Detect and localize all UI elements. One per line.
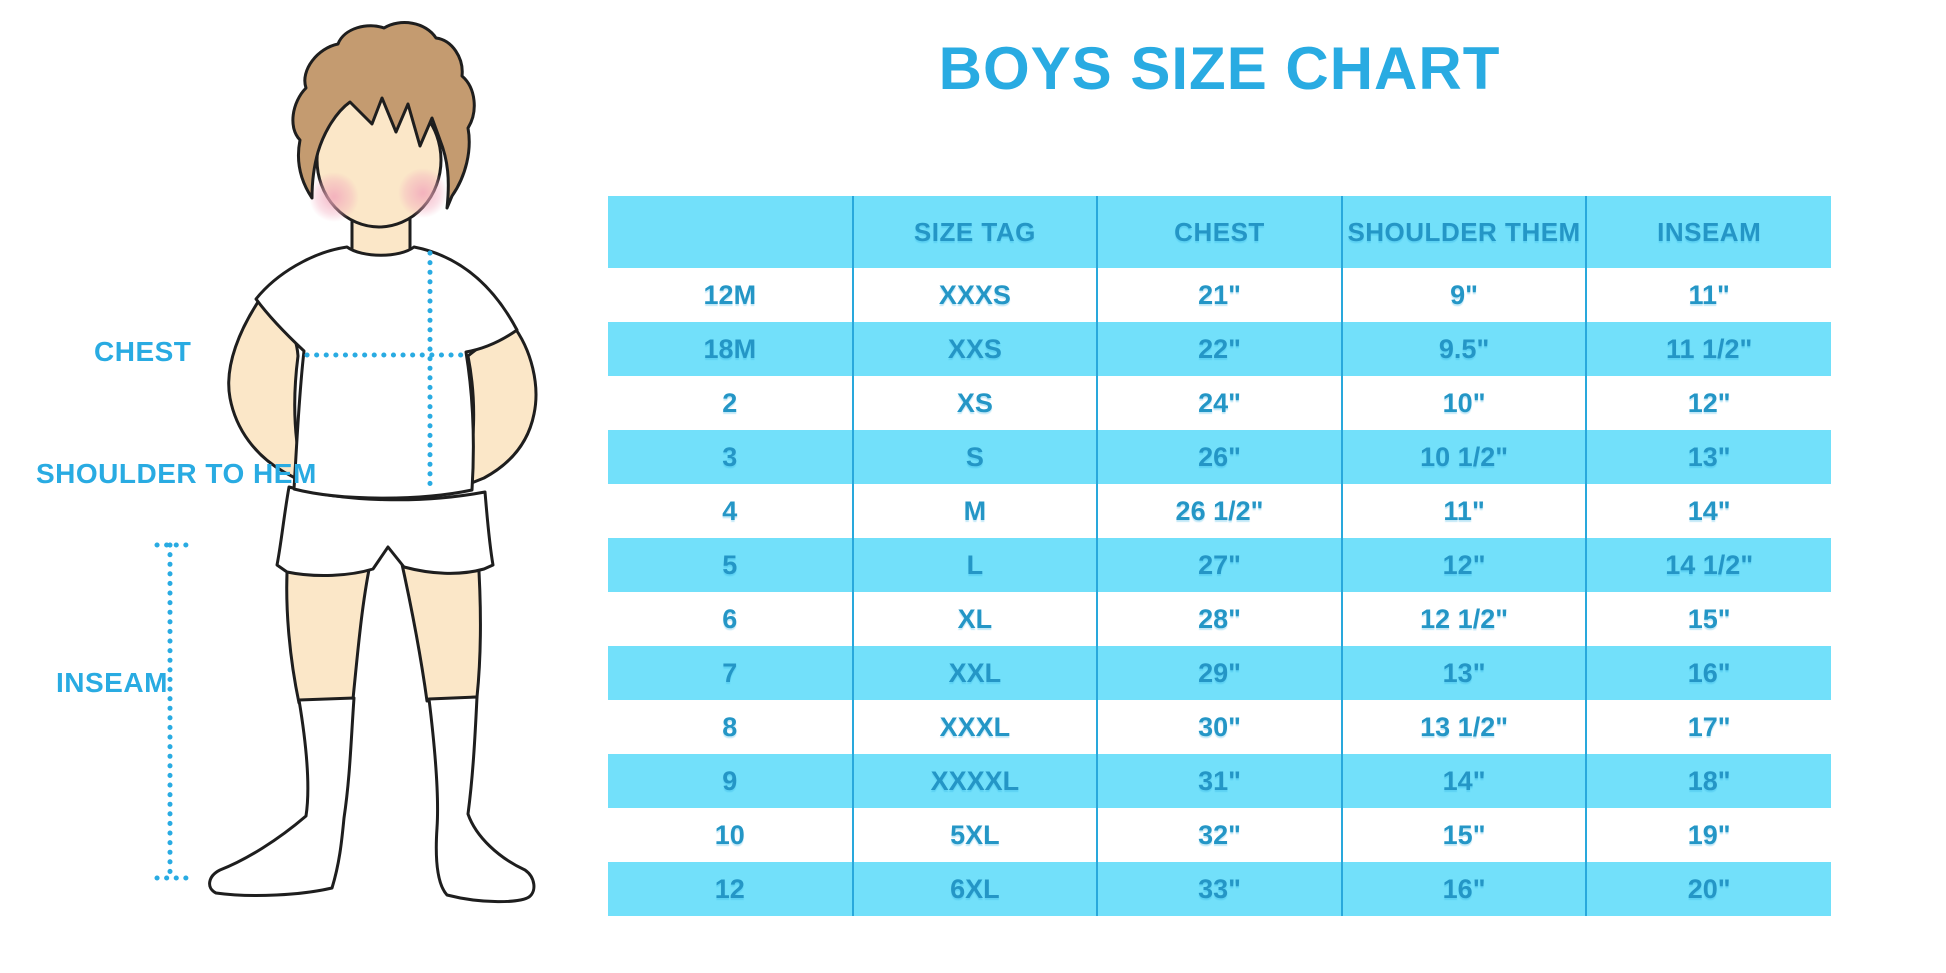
table-cell: 33" bbox=[1097, 862, 1343, 916]
table-row: 2 XS 24" 10" 12" bbox=[608, 376, 1831, 430]
table-cell: 14" bbox=[1687, 495, 1731, 526]
table-cell: XL bbox=[852, 592, 1099, 646]
table-header-cell: SHOULDER THEM bbox=[1341, 196, 1588, 268]
size-table-body: 12M XXXS 21" 9" 11" 18M XXS 22" 9.5" 11 1/2" 2 XS 24… bbox=[608, 268, 1831, 916]
boy-sock-right bbox=[427, 695, 536, 904]
table-cell: XXL bbox=[852, 646, 1099, 700]
inseam-label: INSEAM bbox=[56, 667, 168, 698]
table-row: 12M XXXS 21" 9" 11" bbox=[608, 268, 1831, 322]
table-cell: 18M bbox=[608, 322, 854, 376]
table-cell: 27" bbox=[1097, 538, 1343, 592]
table-cell: 18" bbox=[1687, 765, 1731, 796]
table-row: 10 5XL 32" 15" 19" bbox=[608, 808, 1831, 862]
table-cell: 15" bbox=[1341, 808, 1588, 862]
table-cell: 14" bbox=[1341, 754, 1588, 808]
shoulder-to-hem-label: SHOULDER TO HEM bbox=[36, 458, 317, 489]
table-cell: 9.5" bbox=[1341, 322, 1588, 376]
size-table: SIZE TAG CHEST SHOULDER THEM INSEAM 12M XXXS… bbox=[608, 196, 1831, 916]
table-cell: 17" bbox=[1687, 711, 1731, 742]
table-cell: 6XL bbox=[852, 862, 1099, 916]
table-cell: 11 1/2" bbox=[1665, 333, 1753, 364]
table-cell: 12M bbox=[608, 268, 854, 322]
boy-illustration bbox=[154, 21, 538, 904]
table-cell: 10" bbox=[1341, 376, 1588, 430]
table-cell: 2 bbox=[608, 376, 854, 430]
boy-cheek-right bbox=[398, 168, 448, 218]
table-cell: XS bbox=[852, 376, 1099, 430]
table-header-cell bbox=[608, 196, 854, 268]
boy-shirt bbox=[254, 245, 519, 500]
table-cell: XXXS bbox=[852, 268, 1099, 322]
table-cell: 21" bbox=[1097, 268, 1343, 322]
table-cell: 19" bbox=[1687, 819, 1731, 850]
table-cell: 13" bbox=[1687, 441, 1731, 472]
table-cell: 26 1/2" bbox=[1097, 484, 1343, 538]
table-cell: S bbox=[852, 430, 1099, 484]
table-cell: 31" bbox=[1097, 754, 1343, 808]
table-cell: 30" bbox=[1097, 700, 1343, 754]
boy-leg-right bbox=[398, 553, 482, 703]
chest-label: CHEST bbox=[94, 336, 192, 367]
table-cell: 4 bbox=[608, 484, 854, 538]
table-cell: 10 bbox=[608, 808, 854, 862]
table-header-row: SIZE TAG CHEST SHOULDER THEM INSEAM bbox=[608, 196, 1831, 268]
table-header-cell: INSEAM bbox=[1586, 196, 1831, 268]
table-cell: 11" bbox=[1688, 279, 1730, 310]
table-row: 5 L 27" 12" 14 1/2" bbox=[608, 538, 1831, 592]
table-cell: 3 bbox=[608, 430, 854, 484]
page-title: BOYS SIZE CHART bbox=[938, 35, 1501, 102]
table-cell: 11" bbox=[1341, 484, 1588, 538]
table-cell: XXXL bbox=[852, 700, 1099, 754]
boy-leg-left bbox=[285, 553, 374, 705]
table-cell: 26" bbox=[1097, 430, 1343, 484]
boy-cheek-left bbox=[309, 172, 359, 222]
table-cell: 9" bbox=[1341, 268, 1588, 322]
table-cell: 10 1/2" bbox=[1341, 430, 1588, 484]
table-cell: 7 bbox=[608, 646, 854, 700]
boy-arm-right bbox=[462, 322, 538, 488]
table-cell: 20" bbox=[1687, 873, 1731, 904]
table-cell: XXXXL bbox=[852, 754, 1099, 808]
table-cell: 5 bbox=[608, 538, 854, 592]
table-header-cell: CHEST bbox=[1097, 196, 1343, 268]
boy-sock-left bbox=[208, 696, 356, 897]
table-cell: 12 1/2" bbox=[1341, 592, 1588, 646]
table-cell: 28" bbox=[1097, 592, 1343, 646]
table-cell: 15" bbox=[1687, 603, 1731, 634]
table-row: 9 XXXXL 31" 14" 18" bbox=[608, 754, 1831, 808]
table-row: 4 M 26 1/2" 11" 14" bbox=[608, 484, 1831, 538]
table-row: 3 S 26" 10 1/2" 13" bbox=[608, 430, 1831, 484]
table-cell: 13" bbox=[1341, 646, 1588, 700]
table-cell: 12" bbox=[1687, 387, 1731, 418]
boy-shorts bbox=[275, 485, 495, 578]
table-row: 18M XXS 22" 9.5" 11 1/2" bbox=[608, 322, 1831, 376]
table-cell: 12 bbox=[608, 862, 854, 916]
table-cell: 16" bbox=[1687, 657, 1731, 688]
table-cell: 22" bbox=[1097, 322, 1343, 376]
table-cell: 8 bbox=[608, 700, 854, 754]
table-cell: 5XL bbox=[852, 808, 1099, 862]
table-cell: 9 bbox=[608, 754, 854, 808]
table-cell: 24" bbox=[1097, 376, 1343, 430]
table-cell: M bbox=[852, 484, 1099, 538]
table-cell: 16" bbox=[1341, 862, 1588, 916]
table-cell: XXS bbox=[852, 322, 1099, 376]
table-cell: 29" bbox=[1097, 646, 1343, 700]
boy-hair bbox=[291, 21, 476, 210]
table-row: 7 XXL 29" 13" 16" bbox=[608, 646, 1831, 700]
table-cell: 12" bbox=[1341, 538, 1588, 592]
table-row: 6 XL 28" 12 1/2" 15" bbox=[608, 592, 1831, 646]
size-table-head: SIZE TAG CHEST SHOULDER THEM INSEAM bbox=[608, 196, 1831, 268]
table-cell: L bbox=[852, 538, 1099, 592]
table-cell: 32" bbox=[1097, 808, 1343, 862]
table-row: 12 6XL 33" 16" 20" bbox=[608, 862, 1831, 916]
table-row: 8 XXXL 30" 13 1/2" 17" bbox=[608, 700, 1831, 754]
table-header-cell: SIZE TAG bbox=[852, 196, 1099, 268]
table-cell: 6 bbox=[608, 592, 854, 646]
table-cell: 14 1/2" bbox=[1665, 549, 1754, 580]
table-cell: 13 1/2" bbox=[1341, 700, 1588, 754]
